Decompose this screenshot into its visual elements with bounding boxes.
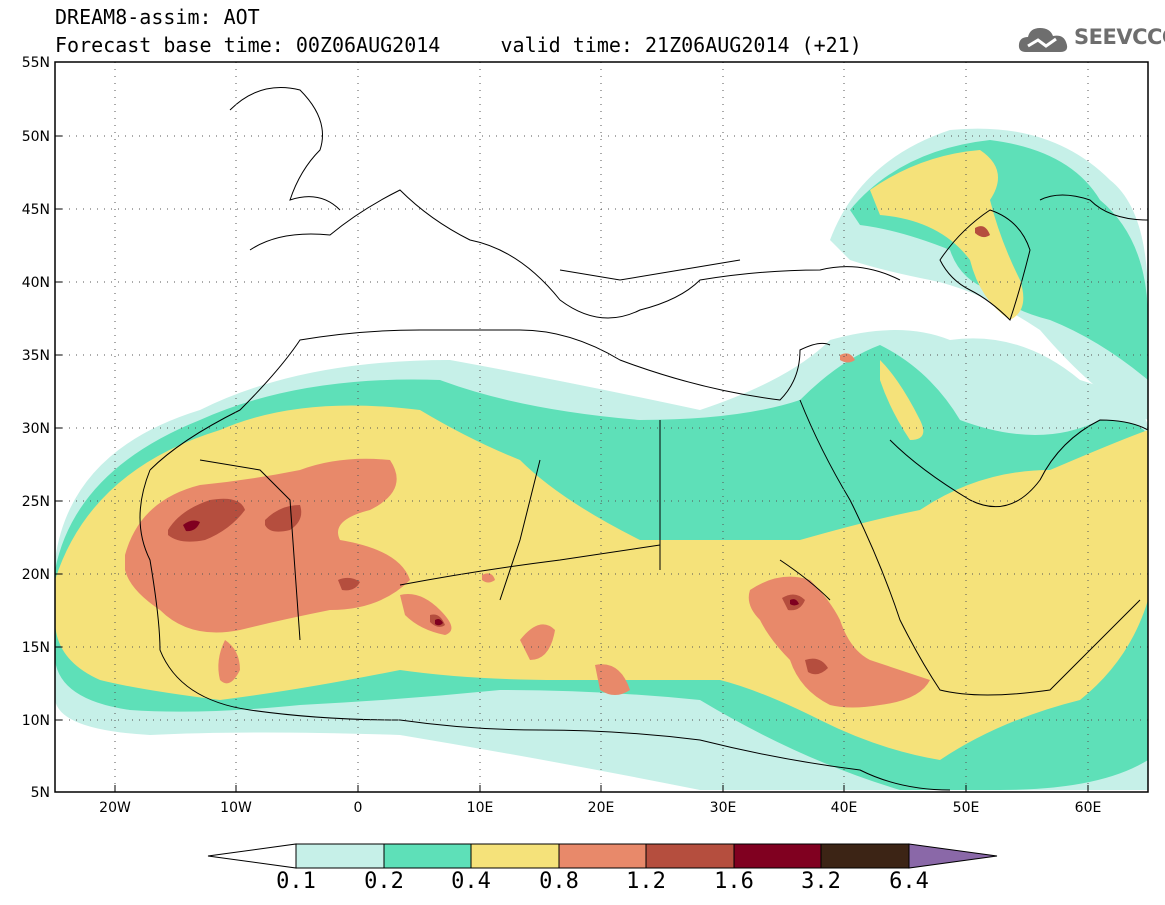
colorbar-swatch <box>470 843 560 869</box>
lon-label: 50E <box>953 800 980 816</box>
colorbar-over-arrow <box>908 843 998 869</box>
lat-label: 10N <box>22 713 50 729</box>
aot-level-1.6 <box>183 520 799 626</box>
lat-label: 55N <box>22 55 50 71</box>
colorbar-swatch <box>558 843 647 869</box>
logo-text: SEEVCCC <box>1074 25 1165 49</box>
lat-label: 35N <box>22 348 50 364</box>
colorbar-label: 0.8 <box>539 869 579 894</box>
colorbar <box>207 843 998 869</box>
seevccc-logo: SEEVCCC <box>1016 22 1165 58</box>
lat-label: 50N <box>22 129 50 145</box>
colorbar-label: 1.2 <box>626 869 666 894</box>
colorbar-swatch <box>820 843 910 869</box>
colorbar-label: 0.2 <box>364 869 404 894</box>
map-title: DREAM8-assim: AOT <box>55 5 260 29</box>
lon-label: 0 <box>354 800 363 816</box>
lat-label: 25N <box>22 494 50 510</box>
lon-labels: 20W 10W 0 10E 20E 30E 40E 50E 60E <box>99 800 1101 816</box>
lat-label: 5N <box>31 785 50 801</box>
cloud-logo-icon <box>1018 28 1068 52</box>
colorbar-label: 3.2 <box>801 869 841 894</box>
lat-label: 45N <box>22 202 50 218</box>
lon-label: 40E <box>831 800 858 816</box>
lat-labels: 55N 50N 45N 40N 35N 30N 25N 20N 15N 10N … <box>22 55 50 801</box>
colorbar-swatch <box>645 843 735 869</box>
colorbar-label: 6.4 <box>889 869 929 894</box>
lat-label: 40N <box>22 275 50 291</box>
colorbar-swatch <box>383 843 472 869</box>
colorbar-label: 0.1 <box>276 869 316 894</box>
lat-label: 30N <box>22 421 50 437</box>
lat-label: 20N <box>22 567 50 583</box>
lon-label: 10W <box>220 800 252 816</box>
forecast-time-line: Forecast base time: 00Z06AUG2014 valid t… <box>55 33 862 57</box>
lon-label: 30E <box>710 800 737 816</box>
colorbar-swatch <box>733 843 822 869</box>
colorbar-swatch <box>295 843 385 869</box>
lon-label: 60E <box>1075 800 1102 816</box>
colorbar-under-arrow <box>207 843 297 869</box>
lat-lon-grid <box>55 62 1148 792</box>
axis-ticks <box>55 61 1089 792</box>
lat-label: 15N <box>22 640 50 656</box>
lon-label: 20W <box>99 800 131 816</box>
colorbar-label: 0.4 <box>451 869 491 894</box>
colorbar-label: 1.6 <box>714 869 754 894</box>
aot-field <box>55 128 1148 790</box>
lon-label: 20E <box>588 800 615 816</box>
lon-label: 10E <box>467 800 494 816</box>
